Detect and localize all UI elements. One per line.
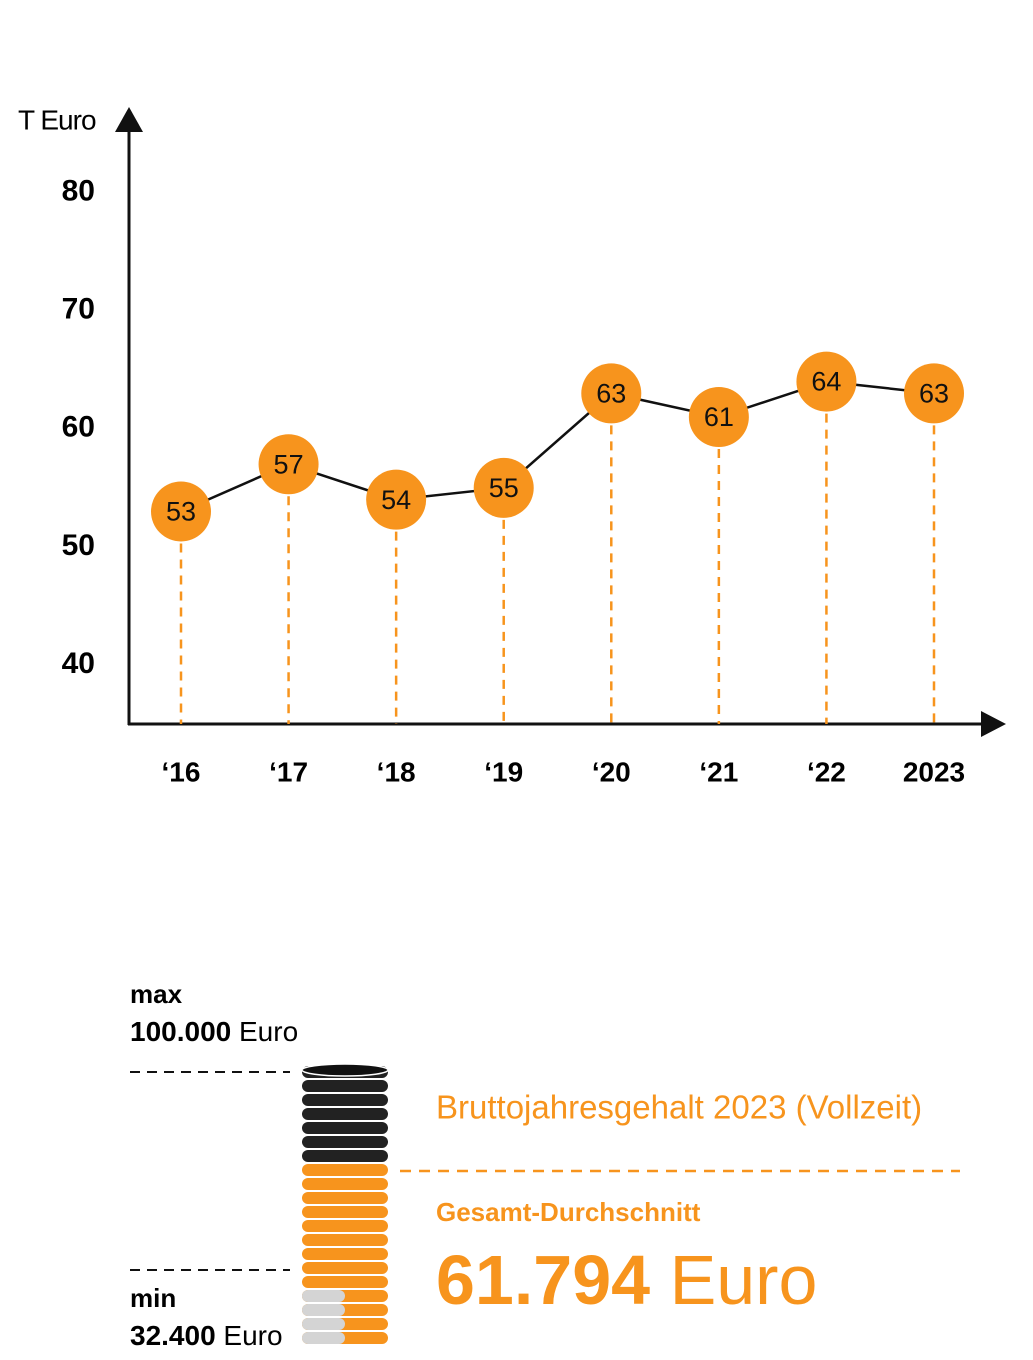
value-label: 53 [166, 497, 196, 527]
coin [302, 1080, 388, 1092]
x-axis-arrow [981, 711, 1006, 737]
coin [302, 1276, 388, 1288]
min-label: min [130, 1283, 176, 1313]
x-tick-label: ‘17 [269, 756, 308, 787]
x-tick-label: ‘18 [377, 756, 416, 787]
point [473, 457, 534, 518]
value-label: 55 [489, 473, 519, 503]
x-tick-label: ‘19 [484, 756, 523, 787]
coin [302, 1150, 388, 1162]
y-axis-label: T Euro [18, 104, 96, 135]
y-tick-label: 50 [62, 529, 95, 562]
value-label: 57 [274, 449, 304, 479]
x-tick-label: ‘16 [162, 756, 201, 787]
min-unit: Euro [223, 1320, 282, 1351]
max-unit: Euro [239, 1016, 298, 1047]
max-amount: 100.000 [130, 1016, 231, 1047]
x-tick-label: ‘20 [592, 756, 631, 787]
value-label: 64 [811, 367, 841, 397]
y-tick-label: 70 [62, 293, 95, 326]
coin [302, 1248, 388, 1260]
coin [302, 1262, 388, 1274]
coin [302, 1122, 388, 1134]
average-label: Gesamt-Durchschnitt [436, 1197, 701, 1227]
coin-stack [301, 1063, 389, 1344]
coin [302, 1220, 388, 1232]
coin-top [301, 1063, 389, 1077]
y-tick-label: 60 [62, 411, 95, 444]
max-value: 100.000 Euro [130, 1016, 298, 1047]
x-tick-label: ‘22 [807, 756, 846, 787]
point [258, 434, 319, 495]
value-label: 63 [596, 379, 626, 409]
coin [302, 1108, 388, 1120]
coin [302, 1206, 388, 1218]
coin [302, 1234, 388, 1246]
coin [302, 1192, 388, 1204]
coin-gray [302, 1290, 345, 1302]
point [581, 363, 642, 424]
point [796, 351, 857, 412]
average-value: 61.794 Euro [436, 1241, 817, 1319]
min-amount: 32.400 [130, 1320, 216, 1351]
value-label: 54 [381, 485, 411, 515]
x-tick-label: ‘21 [699, 756, 738, 787]
info-title: Bruttojahresgehalt 2023 (Vollzeit) [436, 1089, 922, 1126]
average-unit: Euro [670, 1241, 818, 1319]
coin-gray [302, 1318, 345, 1330]
y-tick-label: 80 [62, 175, 95, 208]
point [366, 469, 427, 530]
coin-gray [302, 1304, 345, 1316]
coin-gray [302, 1332, 345, 1344]
value-label: 63 [919, 379, 949, 409]
min-value: 32.400 Euro [130, 1320, 283, 1351]
coin [302, 1136, 388, 1148]
average-amount: 61.794 [436, 1241, 650, 1319]
max-label: max [130, 979, 183, 1009]
y-axis-arrow [115, 107, 143, 132]
coin [302, 1164, 388, 1176]
point [904, 363, 964, 424]
point [151, 481, 211, 542]
y-tick-label: 40 [62, 647, 95, 680]
coin [302, 1178, 388, 1190]
point [688, 387, 749, 447]
coin [302, 1094, 388, 1106]
value-label: 61 [704, 402, 734, 432]
x-tick-label: 2023 [903, 756, 965, 787]
